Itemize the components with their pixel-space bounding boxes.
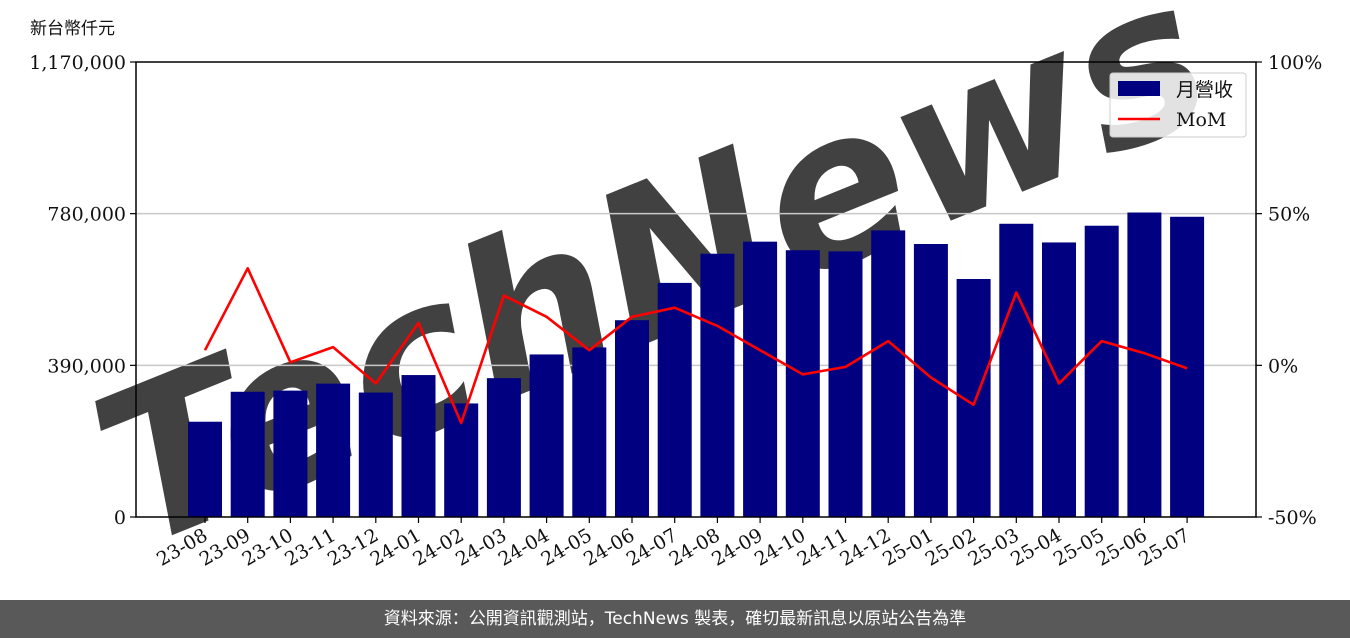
left-tick-label: 1,170,000 [29,52,126,74]
y-axis-unit-label: 新台幣仟元 [30,19,115,39]
bar [700,253,735,517]
bar [273,390,308,517]
bar [615,320,649,517]
bar [572,347,607,517]
legend-bar-swatch [1118,81,1160,96]
legend-line-label: MoM [1176,109,1226,131]
bar [316,383,351,517]
bar [1127,212,1162,517]
bar [743,241,778,517]
right-tick-label: 50% [1268,204,1310,226]
bar [999,223,1034,517]
left-tick-label: 780,000 [47,204,126,226]
legend: 月營收 MoM [1109,72,1247,138]
bar [871,230,906,517]
bar [529,354,564,517]
bar [486,378,521,517]
plot-frame [135,61,1257,518]
source-footer: 資料來源：公開資訊觀測站，TechNews 製表，確切最新訊息以原站公告為準 [0,600,1350,638]
mom-line [203,266,1188,425]
bar [358,392,393,517]
left-tick-label: 0 [114,507,126,529]
right-tick-label: 0% [1268,355,1298,377]
right-tick-label: 100% [1268,52,1322,74]
right-axis: -50% 0% 50% 100% [1256,52,1322,529]
bar [828,251,863,517]
bar [230,391,265,517]
bar [1042,242,1076,517]
bar [401,375,436,517]
legend-bar-label: 月營收 [1176,79,1233,101]
bar [188,421,222,517]
bar-series [188,212,1205,517]
left-tick-label: 390,000 [47,355,126,377]
left-axis: 0 390,000 780,000 1,170,000 [29,52,136,529]
right-tick-label: -50% [1268,507,1317,529]
bar [785,250,820,517]
bar [913,244,948,517]
bar [1170,216,1205,517]
bar [1084,225,1119,517]
mom-line-series [203,266,1188,425]
bar [657,282,692,517]
